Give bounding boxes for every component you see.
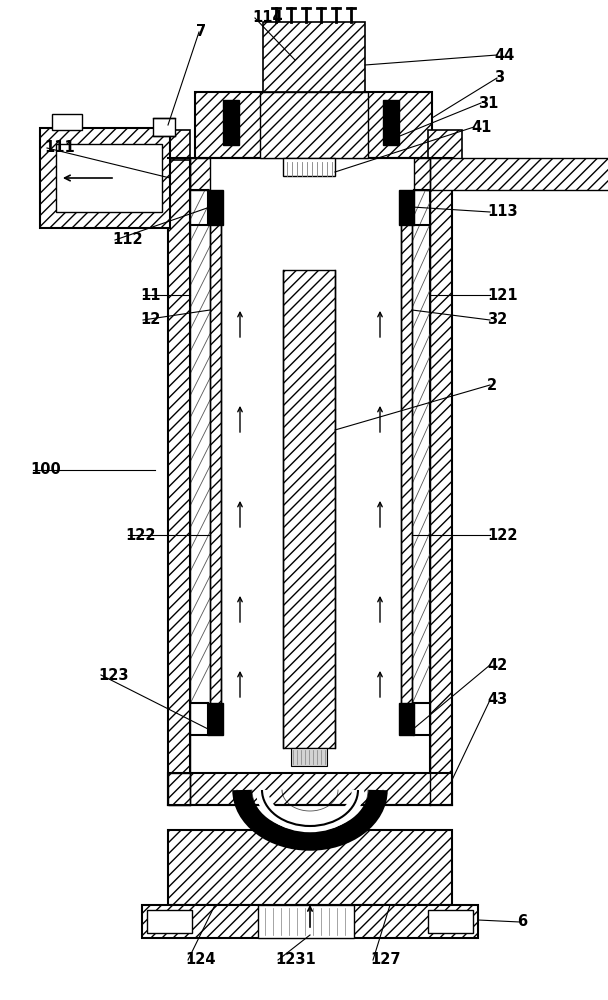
Text: 31: 31 xyxy=(478,96,499,110)
Bar xyxy=(195,92,432,158)
Text: 124: 124 xyxy=(185,952,215,968)
Text: 111: 111 xyxy=(44,140,75,155)
Bar xyxy=(40,128,170,228)
Bar xyxy=(52,114,82,130)
Bar xyxy=(283,270,335,748)
Bar xyxy=(260,92,368,158)
Bar xyxy=(401,218,412,718)
Bar xyxy=(168,773,190,805)
Text: 121: 121 xyxy=(487,288,517,302)
Text: 123: 123 xyxy=(98,668,128,682)
Bar xyxy=(153,118,175,136)
Bar xyxy=(428,130,462,160)
Text: 114: 114 xyxy=(252,10,283,25)
Text: 42: 42 xyxy=(487,658,507,672)
Text: 122: 122 xyxy=(125,528,156,542)
Bar xyxy=(399,703,414,735)
Text: 7: 7 xyxy=(196,24,206,39)
Text: 12: 12 xyxy=(140,312,161,328)
Bar xyxy=(208,190,223,225)
Text: 1231: 1231 xyxy=(275,952,316,968)
Bar xyxy=(430,158,452,805)
Bar xyxy=(147,910,192,933)
Text: 32: 32 xyxy=(487,312,507,328)
Text: 6: 6 xyxy=(517,914,527,930)
Bar xyxy=(168,158,190,805)
Text: 2: 2 xyxy=(487,377,497,392)
Bar xyxy=(158,130,190,160)
Bar xyxy=(190,158,210,190)
Bar xyxy=(426,158,608,190)
Bar xyxy=(168,773,452,805)
Bar xyxy=(168,830,452,905)
Bar xyxy=(263,22,365,92)
Bar xyxy=(258,905,354,938)
Text: 44: 44 xyxy=(494,47,514,62)
Bar xyxy=(399,190,414,225)
Bar xyxy=(383,100,399,145)
Text: 122: 122 xyxy=(487,528,517,542)
Bar xyxy=(56,144,162,212)
Text: 3: 3 xyxy=(494,70,504,86)
Text: 113: 113 xyxy=(487,205,517,220)
Bar xyxy=(142,905,478,938)
Text: 100: 100 xyxy=(30,462,61,478)
Bar xyxy=(283,158,335,176)
Text: 127: 127 xyxy=(370,952,401,968)
Bar xyxy=(291,748,327,766)
Text: 41: 41 xyxy=(471,119,491,134)
Text: 112: 112 xyxy=(112,232,143,247)
Bar xyxy=(414,158,430,190)
Bar xyxy=(210,218,221,718)
Bar xyxy=(208,703,223,735)
Text: 11: 11 xyxy=(140,288,161,302)
Bar xyxy=(428,910,473,933)
Text: 43: 43 xyxy=(487,692,507,708)
Bar xyxy=(223,100,239,145)
